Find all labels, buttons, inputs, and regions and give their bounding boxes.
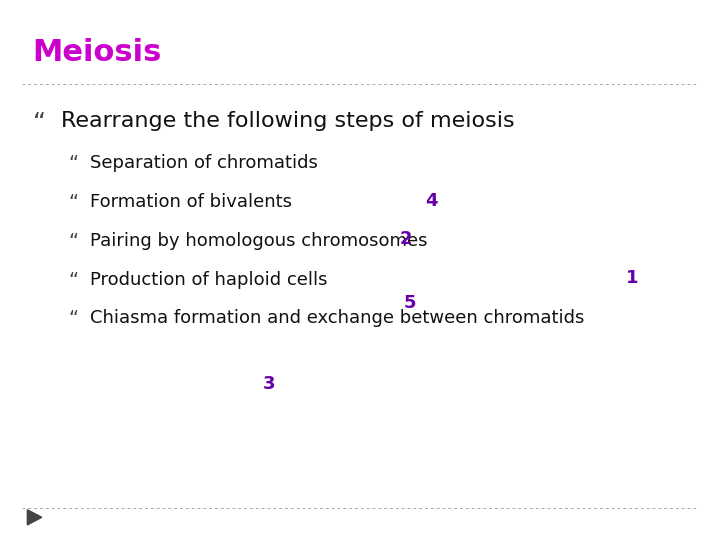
Text: 2: 2: [400, 230, 412, 247]
Text: Formation of bivalents: Formation of bivalents: [90, 193, 292, 211]
Text: Separation of chromatids: Separation of chromatids: [90, 154, 318, 172]
Polygon shape: [27, 510, 42, 525]
Text: “: “: [68, 193, 78, 212]
Text: 1: 1: [626, 269, 639, 287]
Text: 5: 5: [403, 294, 415, 312]
Text: 3: 3: [263, 375, 275, 393]
Text: “: “: [68, 309, 78, 328]
Text: Pairing by homologous chromosomes: Pairing by homologous chromosomes: [90, 232, 428, 249]
Text: Chiasma formation and exchange between chromatids: Chiasma formation and exchange between c…: [90, 309, 585, 327]
Text: “: “: [68, 271, 78, 289]
Text: “: “: [68, 154, 78, 173]
Text: Rearrange the following steps of meiosis: Rearrange the following steps of meiosis: [61, 111, 515, 131]
Text: Production of haploid cells: Production of haploid cells: [90, 271, 328, 288]
Text: “: “: [32, 111, 45, 134]
Text: “: “: [68, 232, 78, 251]
Text: 4: 4: [425, 192, 437, 210]
Text: Meiosis: Meiosis: [32, 38, 162, 67]
